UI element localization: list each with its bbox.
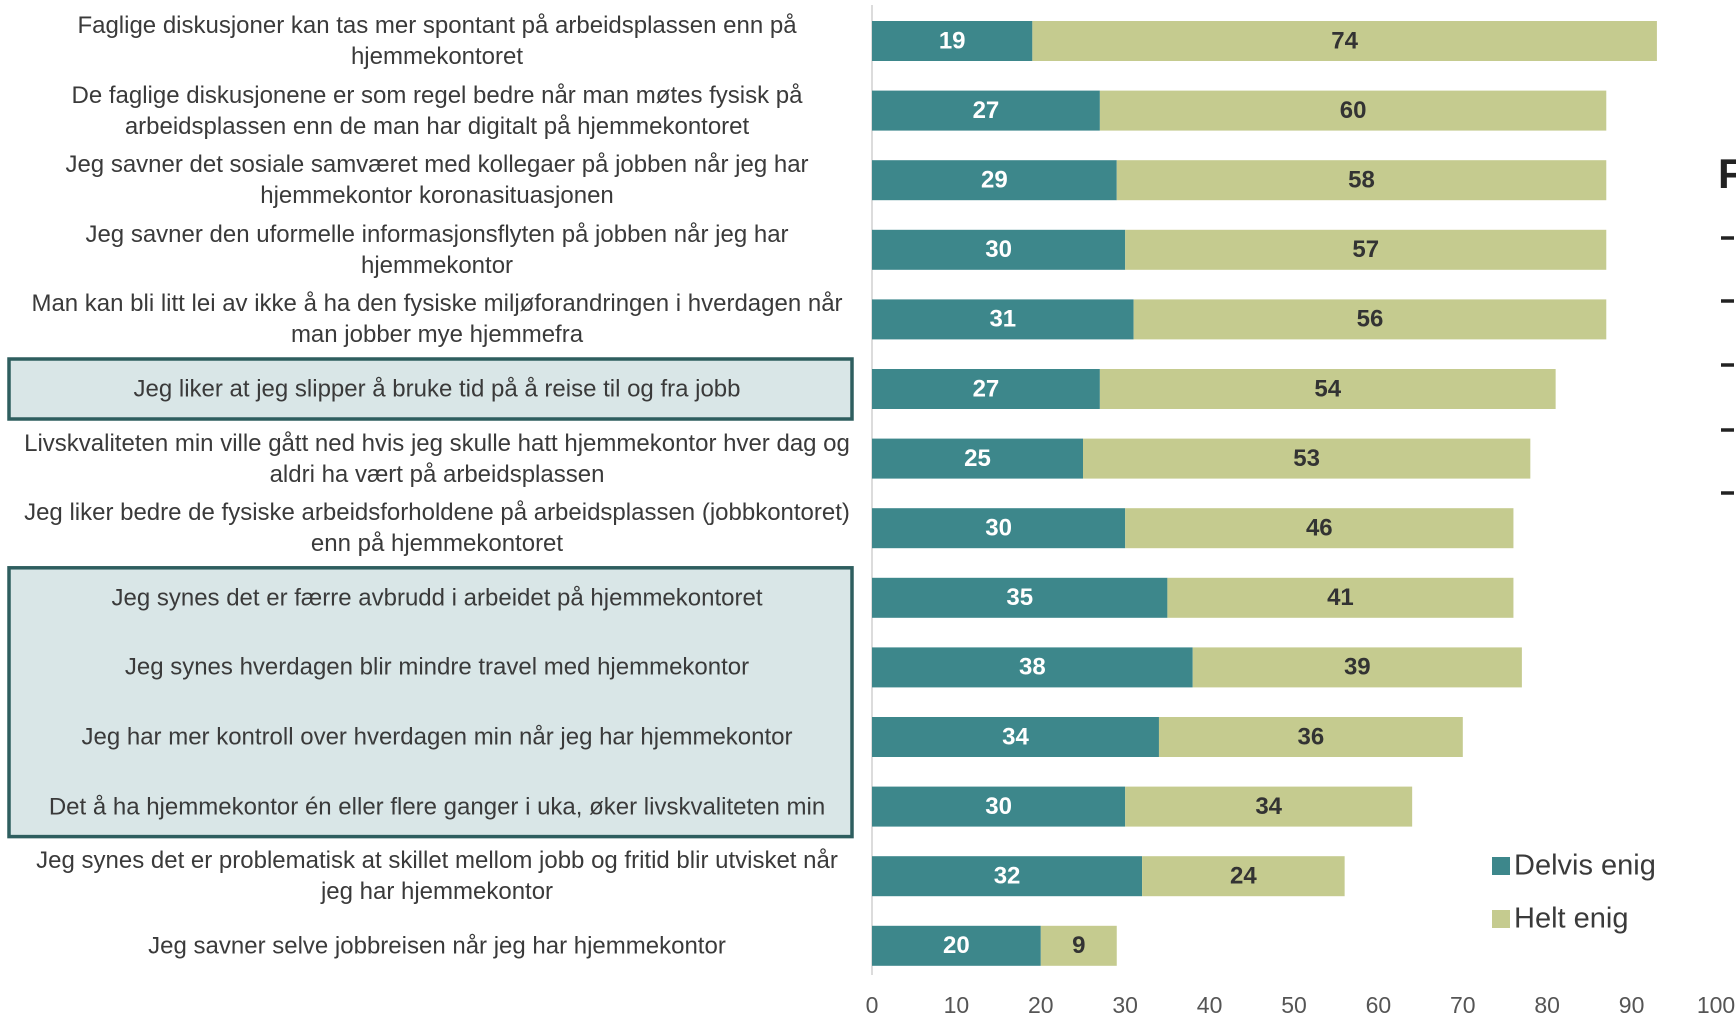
category-label: Livskvaliteten min ville gått ned hvis j… xyxy=(24,429,850,488)
x-tick-label: 40 xyxy=(1197,992,1223,1018)
category-label: Jeg liker at jeg slipper å bruke tid på … xyxy=(133,375,741,403)
value-label: 34 xyxy=(1002,723,1029,750)
bar-segment xyxy=(1032,21,1657,61)
bar-segment xyxy=(1167,577,1514,618)
bar-segment xyxy=(872,856,1143,897)
x-tick-label: 20 xyxy=(1028,992,1054,1018)
x-tick-label: 80 xyxy=(1534,992,1560,1018)
value-label: 30 xyxy=(985,236,1012,263)
bar-segment xyxy=(872,229,1126,270)
value-label: 57 xyxy=(1352,236,1379,263)
category-label: Jeg synes hverdagen blir mindre travel m… xyxy=(124,653,750,681)
x-tick-label: 60 xyxy=(1366,992,1392,1018)
value-label: 36 xyxy=(1298,723,1325,750)
x-tick-label: 0 xyxy=(866,992,879,1018)
value-label: 54 xyxy=(1314,375,1341,402)
x-tick-label: 50 xyxy=(1281,992,1307,1018)
bar-segment xyxy=(872,21,1033,61)
bar-segment xyxy=(872,717,1159,757)
value-label: 56 xyxy=(1357,306,1384,333)
annotation: F xyxy=(1718,150,1736,197)
bar-segment xyxy=(1125,229,1607,270)
legend-swatch xyxy=(1492,910,1510,928)
category-label: Jeg savner den uformelle informasjonsfly… xyxy=(85,220,789,279)
bar-segment xyxy=(1192,647,1522,688)
bar-segment xyxy=(872,786,1126,827)
value-label: 20 xyxy=(943,932,970,959)
x-tick-label: 90 xyxy=(1619,992,1645,1018)
value-label: 60 xyxy=(1340,97,1367,124)
x-tick-label: 70 xyxy=(1450,992,1476,1018)
value-label: 29 xyxy=(981,167,1008,194)
x-tick-label: 30 xyxy=(1112,992,1138,1018)
bar-segment xyxy=(1083,438,1531,479)
value-label: 38 xyxy=(1019,654,1046,681)
legend-swatch xyxy=(1492,857,1510,875)
bar-segment xyxy=(1099,369,1556,409)
category-label: Jeg savner det sosiale samværet med koll… xyxy=(65,151,809,210)
category-label: Jeg synes det er problematisk at skillet… xyxy=(36,847,838,906)
category-label: Jeg liker bedre de fysiske arbeidsforhol… xyxy=(24,499,850,558)
value-label: 58 xyxy=(1348,167,1375,194)
bar-segment xyxy=(1158,717,1463,757)
category-label: Jeg synes det er færre avbrudd i arbeide… xyxy=(111,584,763,612)
value-label: 32 xyxy=(994,863,1021,890)
category-label: Jeg har mer kontroll over hverdagen min … xyxy=(81,723,793,751)
value-label: 24 xyxy=(1230,863,1257,890)
bar-segment xyxy=(1133,299,1607,340)
bar-segment xyxy=(1142,856,1345,897)
bar-segment xyxy=(1125,508,1514,549)
value-label: 31 xyxy=(989,306,1016,333)
value-label: 27 xyxy=(973,97,1000,124)
category-label: Man kan bli litt lei av ikke å ha den fy… xyxy=(31,290,843,349)
category-label: Jeg savner selve jobbreisen når jeg har … xyxy=(148,932,726,960)
category-label: Faglige diskusjoner kan tas mer spontant… xyxy=(77,12,797,70)
bar-segment xyxy=(1116,160,1607,201)
value-label: 30 xyxy=(985,515,1012,542)
value-label: 53 xyxy=(1293,445,1320,472)
bar-segment xyxy=(1099,90,1607,131)
legend-label: Helt enig xyxy=(1514,903,1628,935)
value-label: 30 xyxy=(985,793,1012,820)
bar-segment xyxy=(1040,925,1117,966)
value-label: 41 xyxy=(1327,584,1354,611)
legend-label: Delvis enig xyxy=(1514,850,1656,882)
bar-segment xyxy=(872,577,1168,618)
bar-segment xyxy=(872,299,1134,340)
value-label: 46 xyxy=(1306,515,1333,542)
value-label: 9 xyxy=(1072,932,1085,959)
highlight-box xyxy=(7,357,854,421)
bar-segment xyxy=(872,438,1083,479)
bar-segment xyxy=(872,925,1041,966)
x-tick-label: 100 xyxy=(1697,992,1735,1018)
bar-segment xyxy=(872,508,1126,549)
value-label: 27 xyxy=(973,375,1000,402)
value-label: 25 xyxy=(964,445,991,472)
value-label: 19 xyxy=(939,27,966,54)
bar-segment xyxy=(872,160,1117,201)
x-tick-label: 10 xyxy=(944,992,970,1018)
value-label: 35 xyxy=(1006,584,1033,611)
value-label: 34 xyxy=(1255,793,1282,820)
value-label: 74 xyxy=(1331,27,1358,54)
bar-segment xyxy=(872,647,1193,688)
category-label: De faglige diskusjonene er som regel bed… xyxy=(71,81,803,140)
category-label: Det å ha hjemmekontor én eller flere gan… xyxy=(48,793,826,821)
bar-segment xyxy=(1125,786,1413,827)
bar-segment xyxy=(872,369,1100,409)
value-label: 39 xyxy=(1344,654,1371,681)
bar-segment xyxy=(872,90,1100,131)
highlight-box xyxy=(7,566,854,839)
